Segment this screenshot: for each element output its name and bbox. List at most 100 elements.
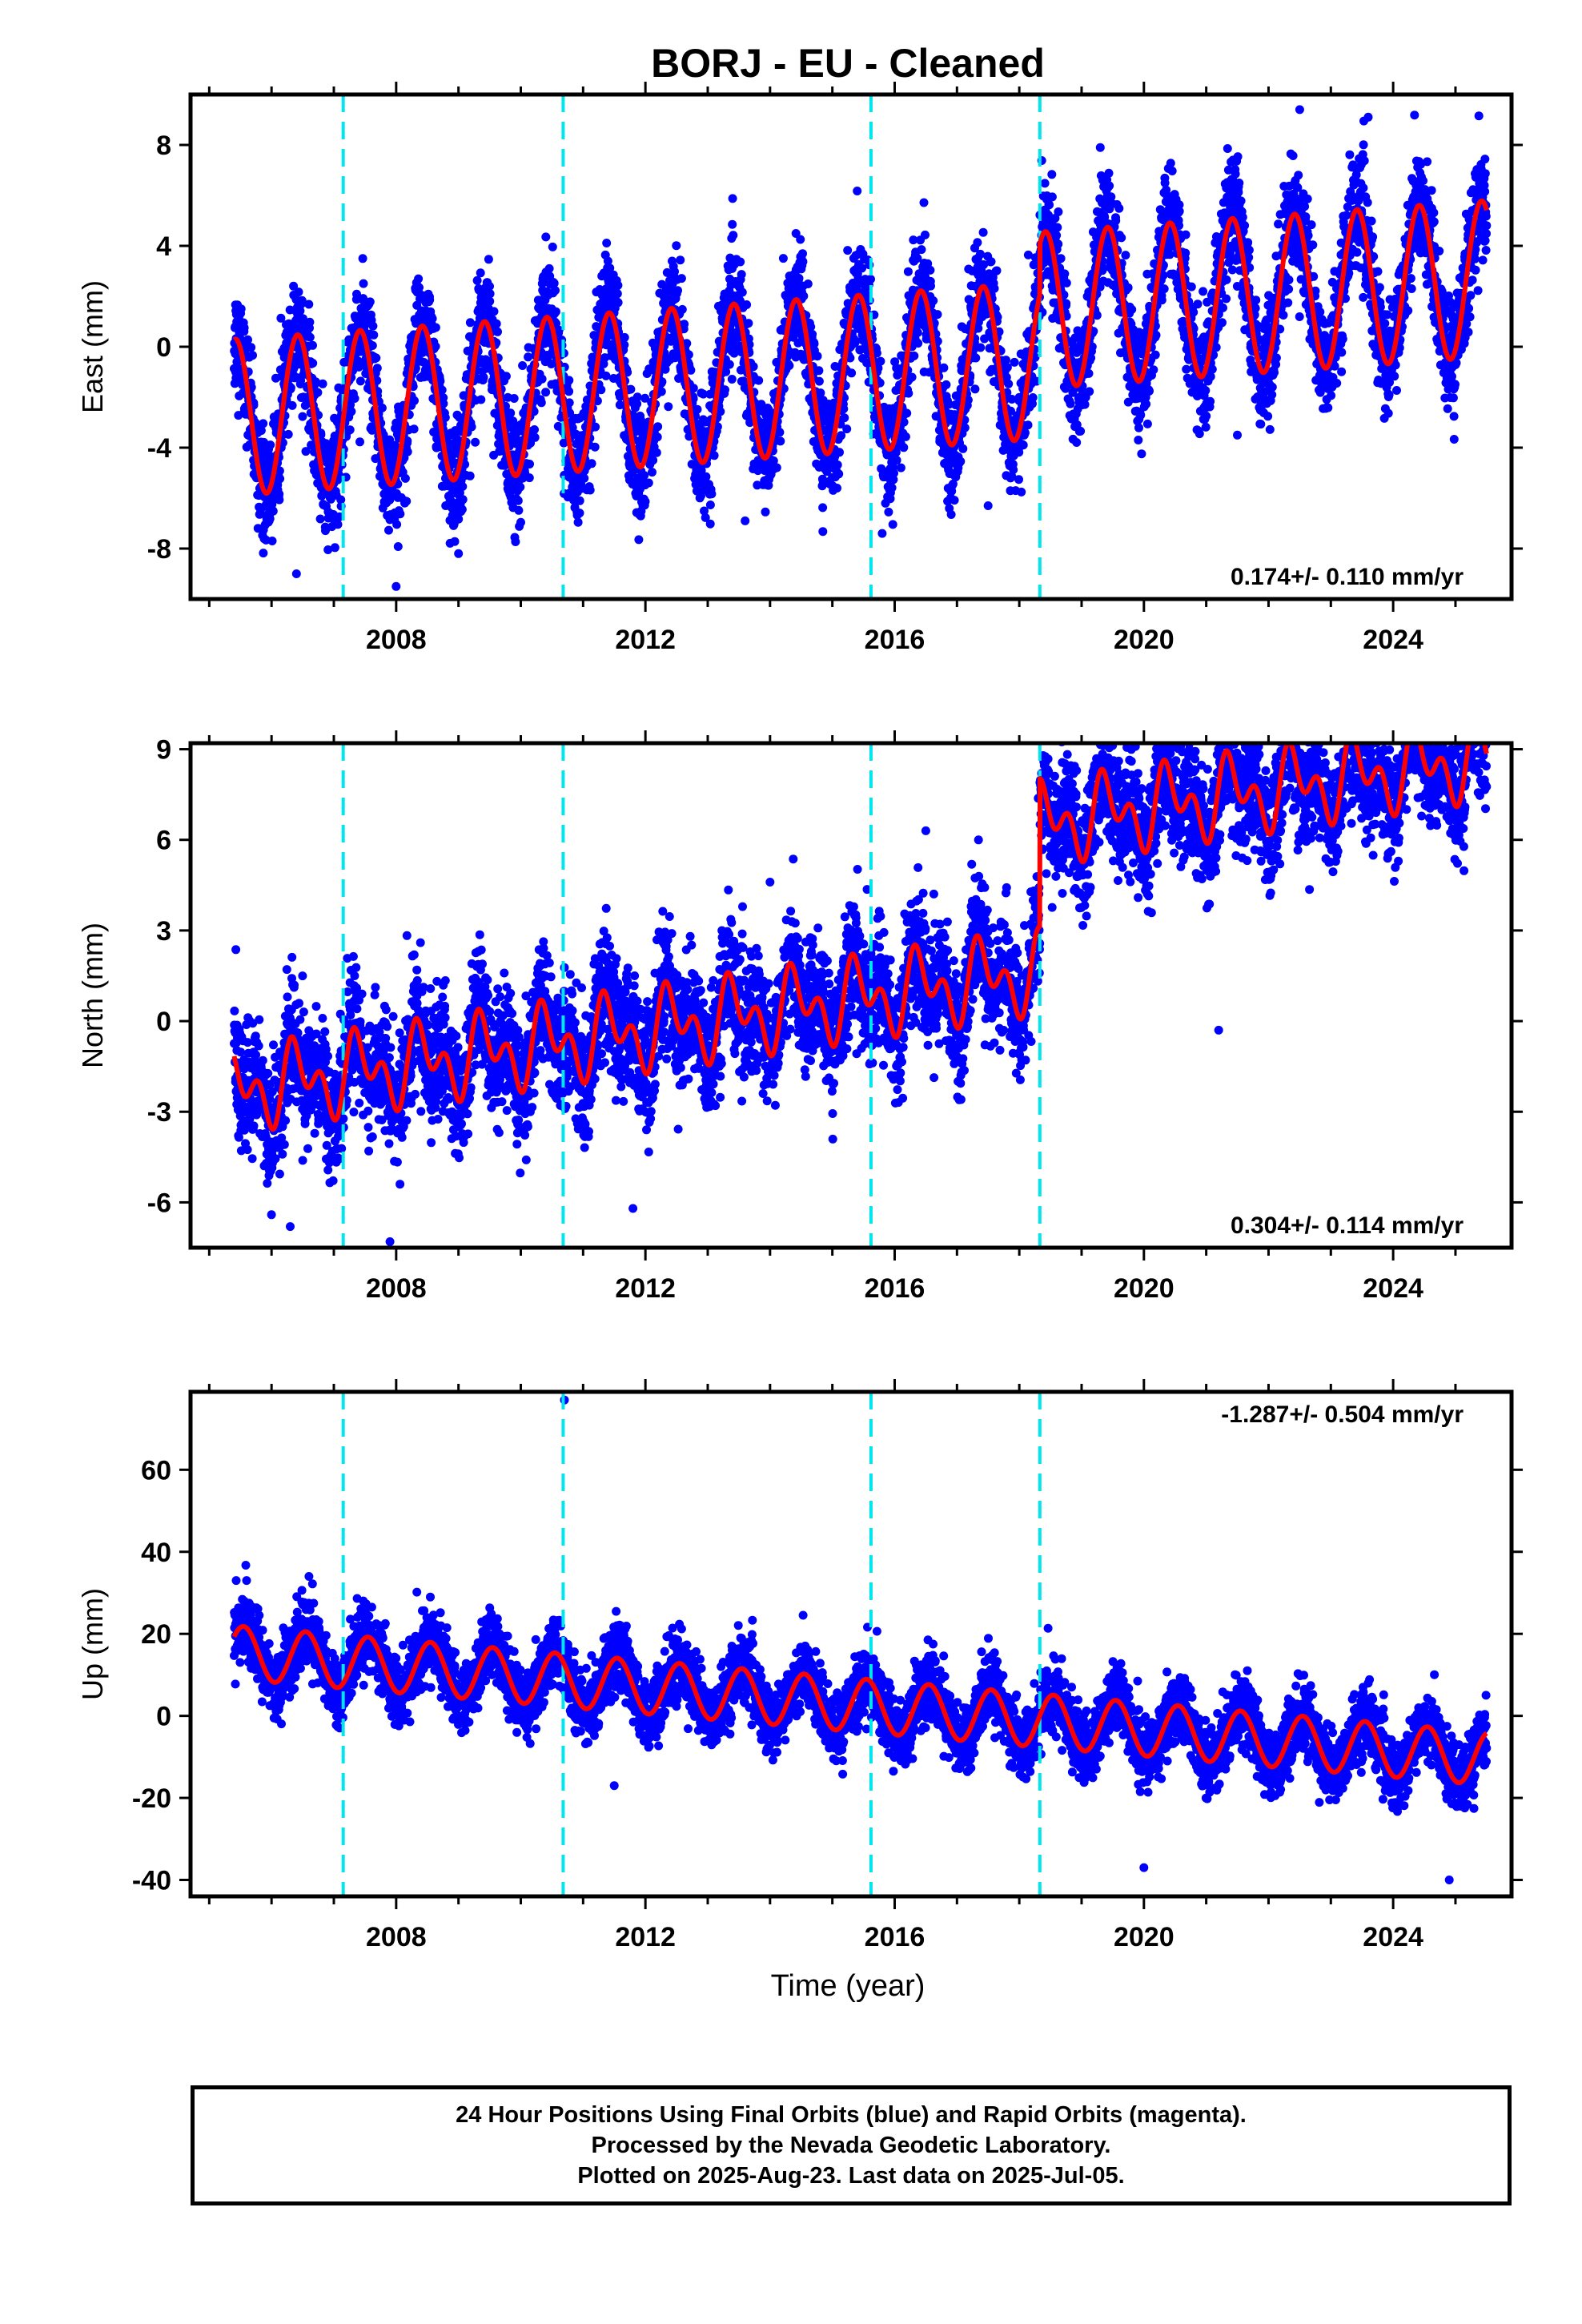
data-point <box>1040 179 1050 188</box>
data-point <box>392 520 402 529</box>
data-point <box>297 296 307 305</box>
data-point <box>564 387 574 396</box>
data-point <box>384 525 393 535</box>
east-plot-area <box>230 94 1492 599</box>
data-point <box>564 376 574 385</box>
data-point <box>265 514 275 524</box>
data-point <box>476 268 485 278</box>
data-point <box>1028 393 1038 402</box>
data-point <box>799 292 809 301</box>
data-point <box>544 263 554 273</box>
data-point <box>754 376 764 385</box>
data-point <box>921 230 930 239</box>
data-point <box>978 227 988 237</box>
data-point <box>514 505 524 515</box>
data-point <box>485 282 494 291</box>
data-point <box>901 432 910 441</box>
data-point <box>946 510 956 519</box>
data-point <box>304 300 314 309</box>
data-point <box>368 321 378 331</box>
data-point <box>352 289 361 299</box>
data-point <box>913 328 922 337</box>
data-point <box>664 402 673 412</box>
data-point <box>311 378 321 388</box>
data-point <box>808 329 817 339</box>
data-point <box>313 388 323 397</box>
data-point <box>564 398 574 408</box>
data-point <box>549 279 559 288</box>
data-point <box>833 484 841 493</box>
data-point <box>814 376 824 386</box>
data-point <box>355 376 365 386</box>
data-point <box>493 327 502 336</box>
data-point <box>530 432 540 442</box>
data-point <box>506 408 516 418</box>
data-point <box>256 426 266 436</box>
data-point <box>377 403 387 412</box>
data-point <box>866 275 875 284</box>
data-point <box>798 249 807 259</box>
data-point <box>707 489 717 499</box>
data-point <box>541 388 551 397</box>
data-point <box>926 281 935 291</box>
data-point <box>1045 200 1054 210</box>
data-point <box>239 323 249 332</box>
data-point <box>402 497 412 506</box>
data-point <box>744 319 753 328</box>
data-point <box>728 219 737 229</box>
data-point <box>1085 387 1094 396</box>
data-point <box>670 267 679 276</box>
data-point <box>729 231 738 240</box>
data-point <box>644 478 653 488</box>
data-point <box>601 371 611 380</box>
data-point <box>1072 438 1082 447</box>
data-point <box>1010 357 1019 367</box>
data-point <box>973 238 982 247</box>
data-point <box>513 496 523 505</box>
data-point <box>308 359 318 368</box>
data-point <box>798 257 808 267</box>
data-point <box>403 436 412 445</box>
data-point <box>294 287 303 297</box>
data-point <box>737 287 747 297</box>
data-point <box>295 306 305 316</box>
data-point <box>275 466 284 476</box>
data-point <box>1009 465 1018 474</box>
data-point <box>259 549 268 558</box>
data-point <box>640 471 649 480</box>
data-point <box>1142 419 1152 428</box>
data-point <box>524 352 533 362</box>
data-point <box>889 468 898 478</box>
data-point <box>888 520 897 529</box>
data-point <box>330 543 339 553</box>
data-point <box>814 366 824 376</box>
data-point <box>613 298 623 308</box>
data-point <box>1060 269 1070 279</box>
data-point <box>1134 436 1143 444</box>
data-point <box>573 517 583 527</box>
data-point <box>926 265 935 275</box>
data-point <box>913 339 923 348</box>
data-point <box>298 412 307 421</box>
data-point <box>976 343 986 352</box>
data-point <box>958 444 968 453</box>
data-point <box>840 413 849 423</box>
data-point <box>286 383 295 392</box>
data-point <box>1136 410 1146 420</box>
data-point <box>876 356 885 366</box>
data-point <box>436 376 445 386</box>
data-point <box>358 254 367 263</box>
data-point <box>492 319 501 328</box>
data-point <box>612 289 622 299</box>
data-point <box>539 276 548 286</box>
data-point <box>1150 350 1160 360</box>
data-point <box>1052 231 1062 240</box>
data-point <box>843 246 853 255</box>
data-point <box>620 332 629 342</box>
data-point <box>1084 368 1094 378</box>
data-point <box>409 424 419 434</box>
data-point <box>652 432 662 442</box>
data-point <box>626 384 636 394</box>
data-point <box>727 375 737 384</box>
data-point <box>268 506 278 516</box>
